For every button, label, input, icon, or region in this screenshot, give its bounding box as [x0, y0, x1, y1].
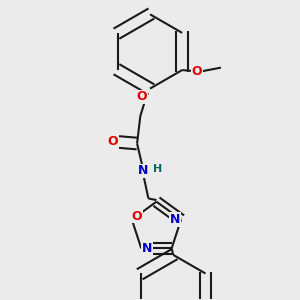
Text: N: N — [142, 242, 152, 255]
Text: N: N — [170, 213, 180, 226]
Text: H: H — [153, 164, 162, 174]
Text: O: O — [191, 65, 202, 78]
Text: O: O — [131, 210, 142, 223]
Text: N: N — [138, 164, 149, 178]
Text: O: O — [107, 135, 118, 148]
Text: O: O — [136, 90, 147, 103]
